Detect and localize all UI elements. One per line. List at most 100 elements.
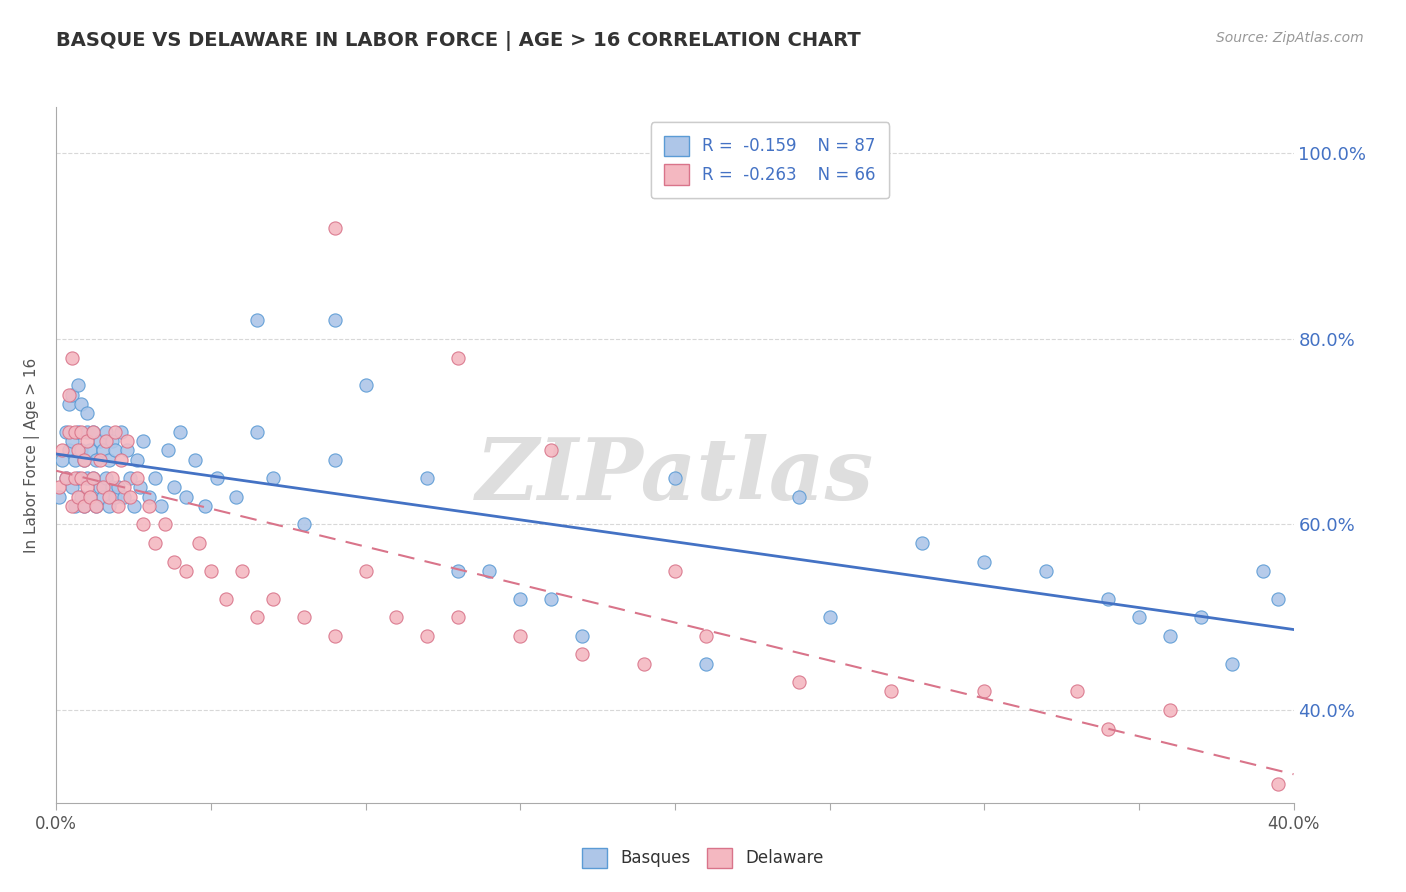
Point (132, 517, 155, 532)
Text: Source: ZipAtlas.com: Source: ZipAtlas.com (1216, 31, 1364, 45)
Point (91, 490, 114, 504)
Point (82, 425, 104, 439)
Point (200, 564, 222, 578)
Point (215, 591, 238, 606)
Point (63, 452, 86, 467)
Point (125, 471, 148, 485)
Point (787, 675, 810, 690)
Point (79, 443, 101, 458)
Point (1035, 564, 1057, 578)
Point (231, 564, 253, 578)
Point (911, 536, 934, 550)
Point (55, 471, 77, 485)
Point (94, 425, 117, 439)
Point (787, 490, 810, 504)
Point (73, 499, 96, 513)
Point (79, 490, 101, 504)
Point (184, 452, 207, 467)
Point (187, 536, 209, 550)
Point (60, 434, 83, 448)
Point (169, 425, 191, 439)
Point (354, 564, 377, 578)
Point (664, 564, 686, 578)
Point (447, 564, 470, 578)
Point (163, 555, 186, 569)
Point (94, 471, 117, 485)
Legend: R =  -0.159    N = 87, R =  -0.263    N = 66: R = -0.159 N = 87, R = -0.263 N = 66 (651, 122, 889, 198)
Point (1267, 591, 1289, 606)
Point (86, 499, 108, 513)
Point (104, 490, 127, 504)
Point (262, 591, 284, 606)
Point (51, 443, 73, 458)
Point (246, 610, 269, 624)
Point (55, 471, 77, 485)
Point (323, 629, 346, 643)
Point (60, 351, 83, 365)
Point (128, 480, 150, 494)
Point (110, 452, 132, 467)
Point (447, 351, 470, 365)
Point (58, 425, 80, 439)
Point (246, 313, 269, 327)
Point (89, 480, 111, 494)
Point (48, 490, 70, 504)
Point (58, 443, 80, 458)
Point (1159, 703, 1181, 717)
Point (73, 499, 96, 513)
Point (153, 517, 176, 532)
Point (205, 471, 228, 485)
Point (633, 657, 655, 671)
Point (104, 443, 127, 458)
Point (101, 434, 124, 448)
Point (76, 480, 98, 494)
Point (76, 434, 98, 448)
Legend: Basques, Delaware: Basques, Delaware (575, 841, 831, 875)
Point (112, 480, 135, 494)
Point (70, 471, 93, 485)
Point (66, 378, 89, 392)
Point (86, 452, 108, 467)
Point (571, 629, 593, 643)
Point (76, 425, 98, 439)
Point (1128, 610, 1150, 624)
Point (385, 610, 408, 624)
Point (225, 490, 247, 504)
Point (63, 471, 86, 485)
Point (1097, 722, 1119, 736)
Point (76, 471, 98, 485)
Point (51, 452, 73, 467)
Point (416, 629, 439, 643)
Point (1267, 777, 1289, 791)
Point (60, 480, 83, 494)
Point (132, 434, 155, 448)
Point (143, 471, 166, 485)
Text: ZIPatlas: ZIPatlas (475, 434, 875, 517)
Point (447, 610, 470, 624)
Point (76, 406, 98, 420)
Point (150, 499, 173, 513)
Point (1097, 591, 1119, 606)
Point (194, 499, 217, 513)
Point (48, 480, 70, 494)
Point (60, 499, 83, 513)
Point (107, 480, 129, 494)
Point (174, 564, 197, 578)
Point (89, 434, 111, 448)
Point (292, 610, 315, 624)
Point (89, 452, 111, 467)
Point (880, 684, 903, 698)
Point (58, 397, 80, 411)
Point (97, 452, 120, 467)
Point (94, 434, 117, 448)
Point (416, 471, 439, 485)
Point (70, 397, 93, 411)
Point (292, 517, 315, 532)
Point (66, 425, 89, 439)
Point (86, 499, 108, 513)
Point (91, 443, 114, 458)
Point (478, 564, 501, 578)
Point (82, 471, 104, 485)
Point (174, 490, 197, 504)
Point (101, 480, 124, 494)
